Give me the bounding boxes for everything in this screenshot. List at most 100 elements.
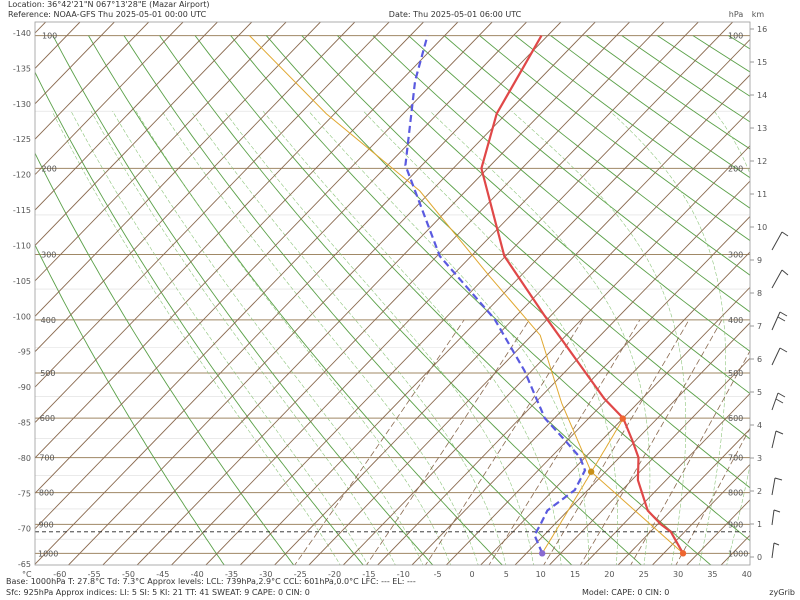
height-label: 9	[757, 256, 762, 265]
pressure-label: 300	[41, 251, 56, 260]
pressure-label: 900	[38, 520, 53, 529]
dry-adiabat	[230, 35, 750, 542]
pressure-label: 500	[40, 369, 55, 378]
moist-adiabat	[190, 110, 507, 565]
temp-tick-label: -25	[294, 570, 307, 579]
temp-tick-label: 10	[536, 570, 546, 579]
isotherm	[35, 22, 253, 246]
isotherm	[617, 428, 750, 565]
temp-tick-label: 5	[504, 570, 509, 579]
pressure-label: 700	[39, 454, 54, 463]
pressure-label-right: 800	[728, 489, 743, 498]
profiles	[35, 35, 750, 557]
wind-barb	[771, 430, 784, 449]
height-label: 15	[757, 58, 767, 67]
isotherm	[35, 22, 218, 211]
parcel-mixing-line	[541, 420, 623, 554]
moist-adiabat	[262, 110, 562, 565]
height-label: 0	[757, 553, 762, 562]
left-temp-label: -105	[13, 277, 31, 286]
wind-barb	[771, 347, 788, 366]
isotherm	[343, 145, 750, 565]
footer-line2: Sfc: 925hPa Approx indices: LI: 5 SI: 5 …	[6, 588, 310, 597]
height-label: 6	[757, 355, 762, 364]
temp-tick-label: -60	[53, 570, 66, 579]
isotherm	[377, 180, 750, 565]
isotherm	[35, 22, 424, 423]
left-temp-label: -115	[13, 206, 31, 215]
moist-adiabat	[224, 110, 534, 565]
left-temp-label: -90	[18, 383, 31, 392]
reference: Reference: NOAA-GFS Thu 2025-05-01 00:00…	[8, 10, 207, 19]
moist-adiabat	[429, 110, 651, 565]
pressure-label-right: 1000	[728, 549, 748, 558]
isotherm	[239, 38, 750, 565]
dewpoint-profile	[404, 35, 587, 554]
dry-adiabat	[301, 35, 750, 440]
height-label: 12	[757, 157, 767, 166]
left-temp-label: -85	[18, 419, 31, 428]
isotherm	[35, 22, 287, 282]
moist-adiabat	[135, 110, 451, 565]
height-label: 11	[757, 190, 767, 199]
height-label: 14	[757, 91, 767, 100]
left-temp-label: -140	[13, 29, 31, 38]
dry-adiabat	[35, 152, 295, 565]
mixing-ratio-line	[424, 319, 584, 565]
temp-tick-label: 20	[604, 570, 614, 579]
temp-tick-label: 15	[570, 570, 580, 579]
temp-tick-label: -40	[191, 570, 204, 579]
wind-barb	[771, 231, 789, 251]
height-label: 3	[757, 454, 762, 463]
dry-adiabat	[52, 35, 434, 565]
isotherm	[35, 22, 562, 565]
left-temp-label: -110	[13, 241, 31, 250]
isotherm	[35, 22, 115, 105]
isotherm	[35, 22, 321, 317]
temp-tick-label: 30	[673, 570, 683, 579]
dry-adiabat	[123, 35, 573, 565]
dry-adiabat	[408, 35, 750, 313]
isotherm	[35, 22, 493, 494]
height-unit: km	[752, 10, 765, 19]
grid	[35, 22, 750, 565]
dry-adiabat	[337, 35, 750, 395]
pressure-label: 1000	[38, 549, 58, 558]
mixing-ratio-line	[294, 319, 465, 565]
temp-tick-label: -5	[434, 570, 442, 579]
isotherm	[274, 74, 750, 565]
surface-dewpoint-dot	[538, 550, 546, 557]
isotherm	[35, 22, 390, 388]
date: Date: Thu 2025-05-01 06:00 UTC	[389, 10, 522, 19]
isotherm	[35, 22, 356, 352]
left-temp-label: -70	[18, 525, 31, 534]
pressure-label-right: 600	[728, 414, 743, 423]
isotherm	[68, 22, 596, 565]
wind-barb	[771, 477, 783, 496]
temp-tick-label: 40	[742, 570, 752, 579]
height-label: 4	[757, 421, 762, 430]
temp-tick-label: -30	[259, 570, 272, 579]
pressure-label: 100	[42, 32, 57, 41]
moist-adiabat	[713, 110, 750, 565]
isotherm	[308, 109, 750, 565]
pressure-label-right: 100	[728, 32, 743, 41]
height-label: 8	[757, 289, 762, 298]
pressure-unit: hPa	[729, 10, 744, 19]
height-label: 13	[757, 124, 767, 133]
height-label: 7	[757, 322, 762, 331]
pressure-label: 600	[40, 414, 55, 423]
temp-unit: °C	[22, 570, 32, 579]
height-label: 1	[757, 520, 762, 529]
left-temp-label: -125	[13, 135, 31, 144]
dry-adiabat	[479, 35, 750, 242]
lcl-dot	[587, 468, 595, 475]
isotherm	[652, 463, 750, 565]
mixing-ratio-line	[579, 319, 723, 565]
pressure-label-right: 700	[728, 454, 743, 463]
temp-tick-label: -35	[225, 570, 238, 579]
isotherm	[583, 392, 750, 565]
moist-adiabat	[90, 110, 396, 565]
